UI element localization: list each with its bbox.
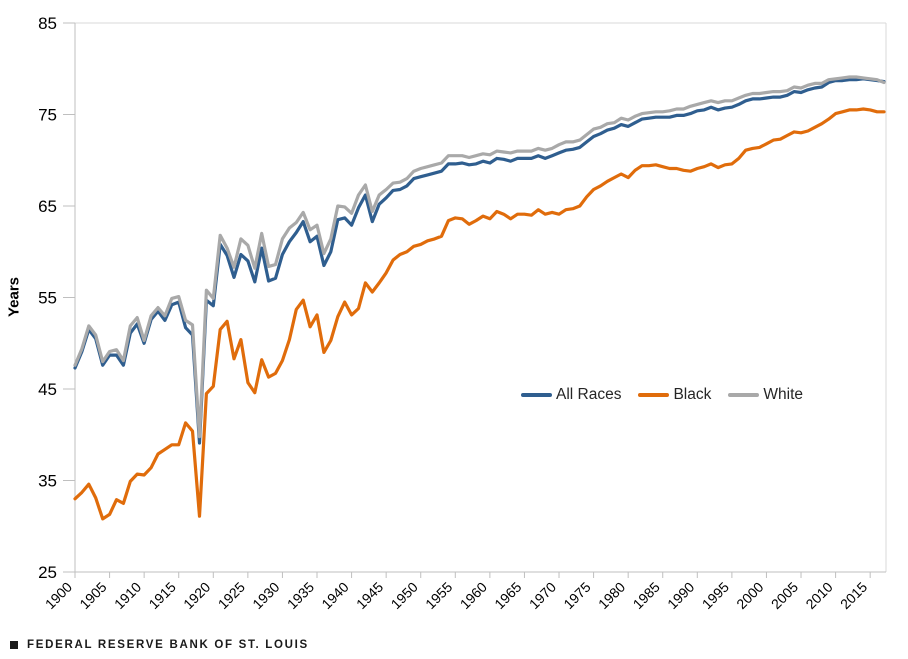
y-axis-title: Years bbox=[5, 276, 23, 318]
legend-swatch-icon bbox=[728, 392, 760, 397]
x-tick-label: 1905 bbox=[76, 579, 109, 612]
x-tick-label: 1915 bbox=[145, 579, 178, 612]
x-tick-label: 1955 bbox=[422, 579, 455, 612]
x-tick-label: 1940 bbox=[318, 579, 351, 612]
x-tick-label: 1945 bbox=[353, 579, 386, 612]
series-line-white bbox=[73, 75, 886, 439]
x-tick-label: 2010 bbox=[802, 579, 835, 612]
x-tick-label: 2015 bbox=[837, 579, 870, 612]
y-tick-label: 25 bbox=[38, 563, 57, 582]
legend-item-all-races: All Races bbox=[521, 387, 621, 403]
legend-label: White bbox=[763, 386, 803, 403]
x-tick-label: 1900 bbox=[42, 579, 75, 612]
x-tick-label: 1965 bbox=[491, 579, 524, 612]
y-tick-label: 85 bbox=[38, 14, 57, 33]
x-tick-label: 2000 bbox=[733, 579, 766, 612]
x-tick-label: 1935 bbox=[284, 579, 317, 612]
x-tick-label: 1995 bbox=[699, 579, 732, 612]
legend-item-black: Black bbox=[638, 387, 711, 403]
y-tick-label: 65 bbox=[38, 197, 57, 216]
legend-swatch-icon bbox=[521, 392, 552, 397]
x-tick-label: 1930 bbox=[249, 579, 282, 612]
series-line-all-races bbox=[73, 77, 886, 445]
x-tick-label: 1910 bbox=[111, 579, 144, 612]
y-tick-label: 45 bbox=[38, 380, 57, 399]
y-tick-label: 35 bbox=[38, 472, 57, 491]
x-tick-label: 1985 bbox=[630, 579, 663, 612]
x-tick-label: 1975 bbox=[560, 579, 593, 612]
y-tick-label: 75 bbox=[38, 106, 57, 125]
x-tick-label: 1925 bbox=[215, 579, 248, 612]
x-tick-label: 1980 bbox=[595, 579, 628, 612]
y-tick-label: 55 bbox=[38, 289, 57, 308]
x-tick-label: 1990 bbox=[664, 579, 697, 612]
legend-label: All Races bbox=[556, 386, 622, 403]
x-tick-label: 1970 bbox=[526, 579, 559, 612]
life-expectancy-chart: 25 35 45 55 65 75 85 1900 1905 1910 1915 1920 1925 19… bbox=[5, 14, 887, 613]
x-tick-label: 2005 bbox=[768, 579, 801, 612]
legend-swatch-icon bbox=[638, 392, 670, 397]
series-line-black bbox=[73, 107, 886, 521]
chart-legend: All Races Black White bbox=[521, 387, 803, 403]
x-tick-label: 1920 bbox=[180, 579, 213, 612]
x-tick-label: 1960 bbox=[457, 579, 490, 612]
footer-text: FEDERAL RESERVE BANK OF ST. LOUIS bbox=[27, 638, 309, 651]
x-tick-label: 1950 bbox=[388, 579, 421, 612]
footer-brand-bar: FEDERAL RESERVE BANK OF ST. LOUIS bbox=[0, 630, 908, 659]
legend-label: Black bbox=[673, 386, 712, 403]
square-icon bbox=[10, 640, 18, 649]
legend-item-white: White bbox=[728, 387, 803, 403]
